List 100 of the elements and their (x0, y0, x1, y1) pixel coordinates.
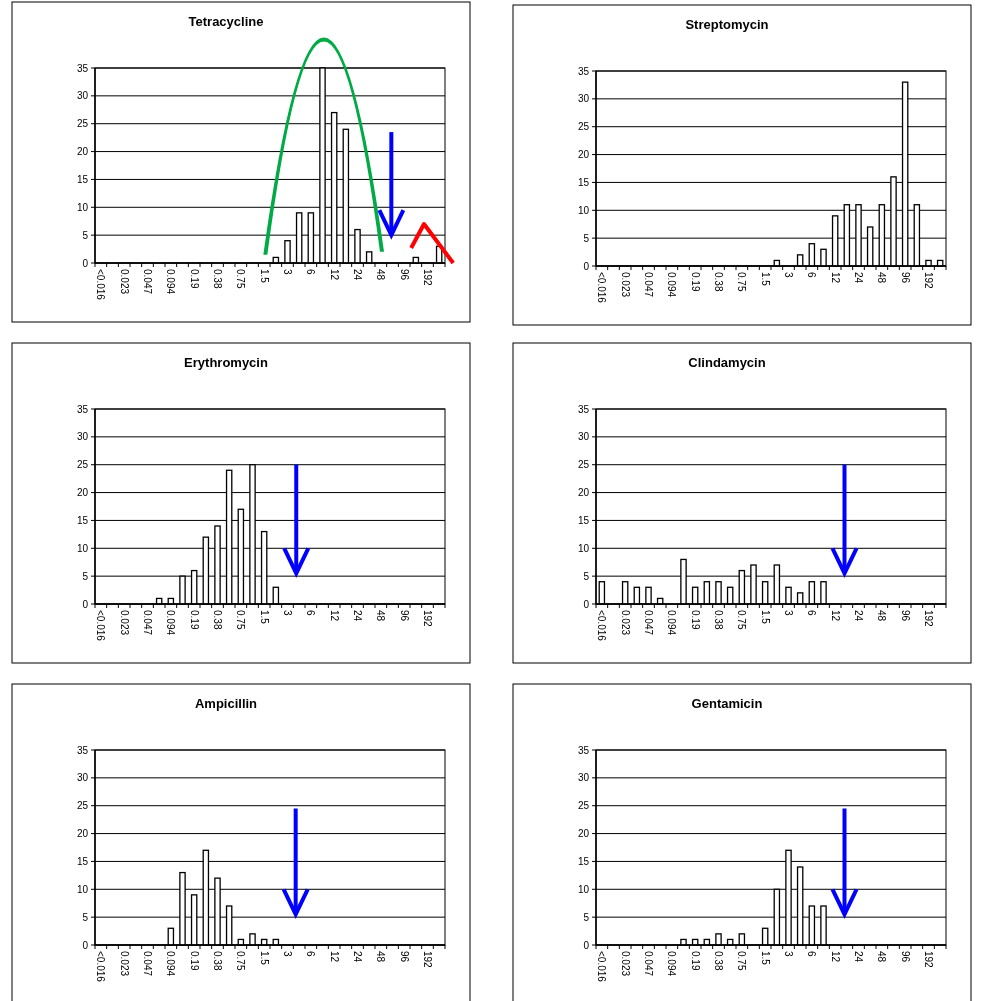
x-tick-label: 0.75 (736, 610, 748, 630)
x-tick-label: 0.75 (235, 610, 247, 630)
x-tick-label: 6 (305, 269, 317, 275)
x-tick-label: 24 (853, 272, 864, 284)
x-tick-label: 6 (806, 272, 818, 278)
y-tick-label: 25 (577, 800, 590, 812)
x-tick-label: 96 (398, 269, 410, 281)
x-tick-label: 24 (853, 951, 864, 963)
x-tick-label: <0.016 (95, 269, 107, 301)
y-tick-label: 35 (76, 62, 89, 74)
y-tick-label: 20 (577, 828, 590, 840)
y-tick-label: 15 (577, 855, 590, 867)
x-tick-label: 0.023 (619, 272, 631, 298)
y-tick-label: 0 (583, 598, 590, 610)
y-tick-label: 0 (82, 598, 89, 610)
y-tick-label: 20 (76, 828, 89, 840)
x-tick-label: 0.094 (666, 951, 678, 977)
x-tick-label: 0.023 (118, 269, 130, 295)
y-tick-label: 15 (577, 176, 590, 188)
x-tick-label: 0.047 (643, 272, 654, 298)
y-tick-label: 15 (577, 514, 590, 526)
y-tick-label: 10 (76, 542, 89, 554)
y-tick-label: 5 (82, 229, 89, 241)
x-tick-label: 0.75 (235, 269, 247, 289)
y-tick-label: 20 (577, 487, 590, 499)
x-tick-label: 48 (876, 951, 888, 963)
x-tick-label: 96 (398, 610, 410, 622)
x-tick-label: 12 (328, 269, 340, 281)
x-tick-label: 0.75 (235, 951, 247, 971)
y-tick-label: 0 (82, 939, 89, 951)
chart-title: Streptomycin (685, 17, 769, 32)
x-tick-label: 0.094 (666, 272, 678, 298)
x-tick-label: 1.5 (258, 610, 270, 625)
x-tick-label: 0.38 (713, 272, 724, 292)
x-tick-label: 24 (352, 269, 363, 281)
x-tick-label: 48 (375, 951, 387, 963)
y-tick-label: 30 (76, 772, 89, 784)
x-tick-label: 48 (876, 610, 888, 622)
x-tick-label: 24 (853, 610, 864, 622)
x-tick-label: 0.094 (165, 610, 177, 636)
x-tick-label: 192 (422, 269, 433, 287)
x-tick-label: 0.047 (643, 951, 654, 977)
x-tick-label: 12 (328, 951, 340, 963)
x-tick-label: 0.047 (142, 951, 153, 977)
x-tick-label: 192 (923, 951, 934, 969)
x-tick-label: 0.38 (212, 610, 223, 630)
x-tick-label: 24 (352, 951, 363, 963)
y-tick-label: 0 (583, 939, 590, 951)
chart-title: Tetracycline (188, 14, 264, 29)
x-tick-label: <0.016 (596, 951, 608, 983)
y-tick-label: 5 (583, 570, 590, 582)
x-tick-label: 192 (422, 610, 433, 628)
x-tick-label: 192 (923, 272, 934, 290)
y-tick-label: 15 (76, 855, 89, 867)
chart-title: Ampicillin (194, 696, 258, 711)
x-tick-label: 0.19 (188, 610, 200, 630)
y-tick-label: 15 (76, 173, 89, 185)
x-tick-label: 48 (375, 269, 387, 281)
y-tick-label: 30 (577, 431, 590, 443)
x-tick-label: 0.19 (188, 951, 200, 971)
x-tick-label: 1.5 (759, 272, 771, 287)
y-tick-label: 5 (583, 911, 590, 923)
x-tick-label: 1.5 (759, 951, 771, 966)
x-tick-label: 0.047 (142, 269, 153, 295)
x-tick-label: 0.38 (713, 951, 724, 971)
x-tick-label: 1.5 (759, 610, 771, 625)
y-tick-label: 30 (577, 772, 590, 784)
x-tick-label: 3 (783, 272, 794, 278)
x-tick-label: 12 (829, 272, 841, 284)
x-tick-label: 12 (829, 951, 841, 963)
x-tick-label: 0.38 (212, 269, 223, 289)
y-tick-label: 20 (76, 146, 89, 158)
x-tick-label: 3 (282, 951, 293, 957)
x-tick-label: <0.016 (596, 272, 608, 304)
x-tick-label: 0.19 (689, 272, 701, 292)
x-tick-label: 6 (806, 610, 818, 616)
x-tick-label: 0.047 (142, 610, 153, 636)
x-tick-label: 3 (783, 610, 794, 616)
y-tick-label: 10 (76, 201, 89, 213)
x-tick-label: 0.023 (118, 610, 130, 636)
y-tick-label: 10 (577, 542, 590, 554)
y-tick-label: 25 (76, 800, 89, 812)
y-tick-label: 0 (82, 257, 89, 269)
x-tick-label: 0.19 (689, 951, 701, 971)
chart-title: Clindamycin (688, 355, 766, 370)
x-tick-label: 12 (829, 610, 841, 622)
y-tick-label: 30 (577, 93, 590, 105)
x-tick-label: 192 (422, 951, 433, 969)
y-tick-label: 35 (76, 744, 89, 756)
y-tick-label: 35 (76, 403, 89, 415)
x-tick-label: 96 (398, 951, 410, 963)
chart-title: Erythromycin (184, 355, 268, 370)
x-tick-label: 96 (899, 272, 911, 284)
y-tick-label: 35 (577, 403, 590, 415)
x-tick-label: 48 (876, 272, 888, 284)
y-tick-label: 30 (76, 431, 89, 443)
x-tick-label: 0.094 (165, 951, 177, 977)
y-tick-label: 5 (82, 570, 89, 582)
x-tick-label: 0.094 (666, 610, 678, 636)
x-tick-label: 0.38 (713, 610, 724, 630)
